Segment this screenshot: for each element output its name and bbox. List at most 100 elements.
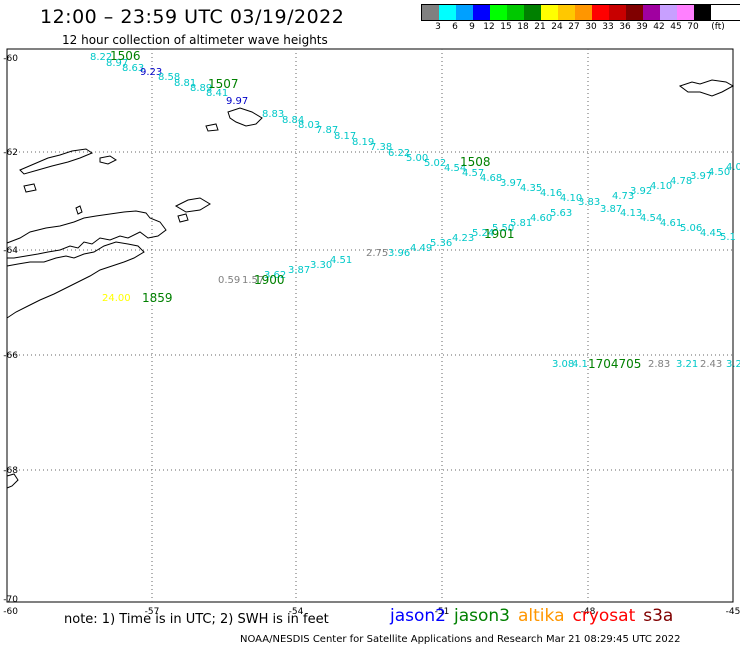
legend-label: 21: [534, 22, 546, 32]
wave-height-label: 5.06: [680, 223, 702, 234]
lon-labels: -57 -54 -51 -48 -45: [145, 607, 740, 617]
wave-height-label: 8.19: [352, 137, 374, 148]
legend-label: 39: [636, 22, 648, 32]
lon-label: -48: [581, 607, 596, 617]
wave-height-label: 3.87: [288, 265, 310, 276]
wave-height-label: 9.23: [140, 67, 162, 78]
map-title: 12:00 – 23:59 UTC 03/19/2022: [40, 6, 345, 28]
legend-label: 33: [602, 22, 614, 32]
wave-height-label: 4.50: [708, 167, 730, 178]
pass-time-label: 1901: [484, 227, 515, 241]
wave-height-label: 9.97: [226, 96, 248, 107]
pass-times: 1506 1507 1508 1901 1900 1859 1704705: [110, 49, 641, 371]
wave-height-label: 8.22: [90, 52, 112, 63]
wave-height-label: 4.0: [726, 162, 740, 173]
wave-height-label: 4.51: [330, 255, 352, 266]
coastline-islet: [205, 123, 219, 132]
lon-label: -51: [435, 607, 450, 617]
legend-label: 12: [483, 22, 495, 32]
legend-swatch: [592, 5, 609, 20]
wave-height-label: 8.84: [282, 115, 304, 126]
coastline-islet: [174, 197, 211, 213]
lat-label: -60: [3, 54, 18, 64]
wave-height-label: 6.22: [388, 148, 410, 159]
coastlines: [6, 79, 735, 489]
legend-swatches: [421, 4, 740, 21]
wave-height-label: 5.81: [510, 218, 532, 229]
wave-height-label: 4.78: [670, 176, 692, 187]
lon-label: -57: [145, 607, 160, 617]
lat-label: -70: [3, 595, 18, 605]
legend-swatch: [490, 5, 507, 20]
wave-height-label: 4.23: [452, 233, 474, 244]
legend-label: 18: [517, 22, 529, 32]
wave-height-label: 4.1: [572, 359, 588, 370]
credit-line: NOAA/NESDIS Center for Satellite Applica…: [240, 634, 681, 645]
satellite-jason3: jason3: [454, 606, 510, 626]
units-note: note: 1) Time is in UTC; 2) SWH is in fe…: [64, 612, 329, 627]
corner-lon-label: -60: [3, 607, 18, 617]
satellite-s3a: s3a: [643, 606, 674, 626]
lat-label: -68: [3, 466, 18, 476]
legend-label: 15: [500, 22, 512, 32]
pass-time-label: 1506: [110, 49, 141, 63]
coastline-south-orkney: [678, 79, 735, 97]
legend-swatch: [422, 5, 439, 20]
wave-height-label: 7.38: [370, 142, 392, 153]
legend-labels: 3 6 9 12 15 18 21 24 27 30 33 36 39 42 45 70 (ft): [421, 21, 740, 33]
lat-label: -62: [3, 148, 18, 158]
lat-label: -64: [3, 246, 18, 256]
legend-label: 27: [568, 22, 580, 32]
legend-unit: (ft): [711, 22, 725, 32]
wave-height-label: 3.96: [388, 248, 410, 259]
wave-height-label: 8.63: [122, 63, 144, 74]
coastline-islet: [6, 473, 19, 489]
legend-swatch: [643, 5, 660, 20]
wave-height-label: 3.2: [726, 359, 740, 370]
map-frame: [6, 48, 734, 603]
map-subtitle: 12 hour collection of altimeter wave hei…: [62, 33, 328, 47]
legend-label: 3: [435, 22, 441, 32]
wave-height-label: 4.10: [560, 193, 582, 204]
wave-height-label: 4.45: [700, 228, 722, 239]
wave-height-label: 0.59: [218, 275, 240, 286]
legend-label: 70: [687, 22, 699, 32]
coastline-islet: [23, 183, 37, 193]
legend-label: 30: [585, 22, 597, 32]
wave-height-label: 8.17: [334, 131, 356, 142]
wave-height-label: 4.54: [444, 163, 466, 174]
wave-height-label: 8.89: [190, 83, 212, 94]
legend-swatch: [626, 5, 643, 20]
wave-height-label: 4.13: [620, 208, 642, 219]
legend-swatch: [575, 5, 592, 20]
wave-height-label: 4.10: [650, 181, 672, 192]
pass-time-label: 1900: [254, 273, 285, 287]
wave-height-label: 3.30: [310, 260, 332, 271]
wave-height-label: 3.83: [578, 197, 600, 208]
satellite-legend: jason2 jason3 altika cryosat s3a: [390, 606, 681, 626]
legend-swatch: [439, 5, 456, 20]
coastline-peninsula-lower: [6, 241, 145, 319]
legend-label: 42: [653, 22, 665, 32]
coastline-elephant-island: [227, 107, 263, 127]
pass-time-label: 1507: [208, 77, 239, 91]
wave-height-label: 8.41: [206, 88, 228, 99]
lon-label: -54: [289, 607, 304, 617]
wave-height-label: 4.57: [462, 168, 484, 179]
legend-swatch: [524, 5, 541, 20]
legend-swatch: [507, 5, 524, 20]
wave-height-label: 7.87: [316, 125, 338, 136]
wave-height-label: 4.35: [520, 183, 542, 194]
legend-swatch: [473, 5, 490, 20]
legend-swatch: [541, 5, 558, 20]
wave-height-label: 3.92: [630, 186, 652, 197]
satellite-altika: altika: [518, 606, 565, 626]
wave-height-label: 8.58: [158, 72, 180, 83]
wave-height-label: 5.02: [424, 158, 446, 169]
wave-height-label: 5.00: [406, 153, 428, 164]
lat-labels: -60 -62 -64 -66 -68 -70 -60: [3, 54, 18, 617]
pass-time-label: 1508: [460, 155, 491, 169]
legend-label: 6: [452, 22, 458, 32]
legend-label: 24: [551, 22, 563, 32]
